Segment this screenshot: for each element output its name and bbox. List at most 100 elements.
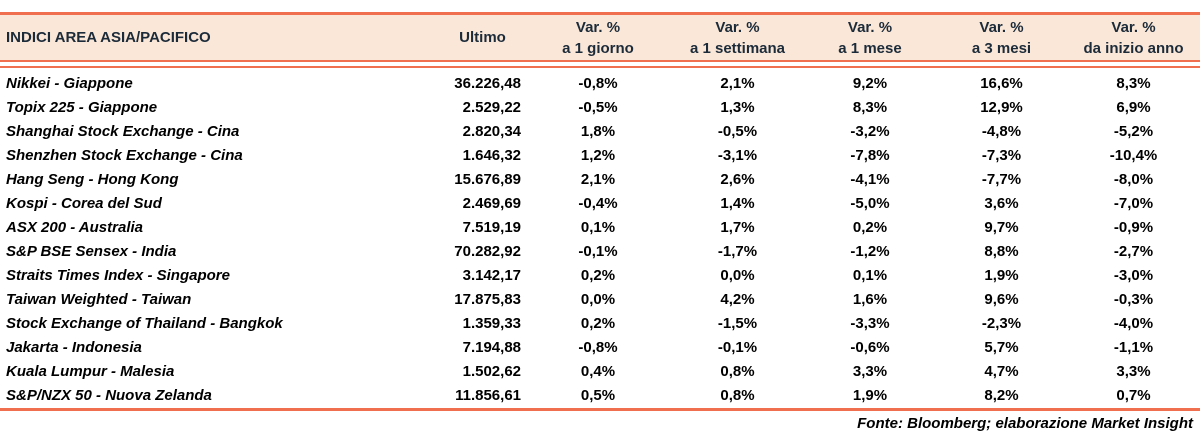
pct-change-cell: 3,6%: [984, 195, 1019, 212]
pct-change-cell: 0,0%: [720, 267, 755, 284]
var-label: Var. %: [847, 18, 893, 36]
table-row: ASX 200 - Australia 7.519,19 0,1% 1,7% 0,2% 9…: [0, 216, 1200, 240]
ultimo-value-cell: 36.226,48: [454, 75, 521, 92]
ultimo-value-cell: 2.820,34: [462, 123, 521, 140]
pct-change-cell: 12,9%: [980, 99, 1023, 116]
index-name-cell: Nikkei - Giappone: [6, 75, 133, 92]
pct-change-cell: 0,2%: [580, 315, 616, 332]
pct-change-cell: -3,3%: [850, 315, 890, 332]
pct-change-cell: 0,5%: [580, 387, 616, 404]
pct-change-cell: -1,1%: [1113, 339, 1154, 356]
pct-change-cell: 0,2%: [852, 219, 888, 236]
pct-change-cell: 9,7%: [984, 219, 1019, 236]
pct-change-cell: -5,0%: [850, 195, 890, 212]
pct-change-cell: 1,9%: [852, 387, 888, 404]
pct-change-cell: 1,2%: [580, 147, 616, 164]
pct-change-cell: 8,8%: [984, 243, 1019, 260]
pct-change-cell: -4,1%: [850, 171, 890, 188]
pct-change-cell: -8,0%: [1113, 171, 1154, 188]
index-name-cell: Shenzhen Stock Exchange - Cina: [6, 147, 243, 164]
table-row: Straits Times Index - Singapore 3.142,17 0…: [0, 264, 1200, 288]
table-title: INDICI AREA ASIA/PACIFICO: [6, 29, 211, 46]
pct-change-cell: 8,3%: [852, 99, 888, 116]
pct-change-cell: 0,1%: [852, 267, 888, 284]
index-name-cell: Kospi - Corea del Sud: [6, 195, 162, 212]
top-rule: [0, 12, 1200, 15]
index-name-cell: Straits Times Index - Singapore: [6, 267, 230, 284]
pct-change-cell: 4,7%: [984, 363, 1019, 380]
table-row: Shanghai Stock Exchange - Cina 2.820,34 1,…: [0, 120, 1200, 144]
pct-change-cell: -10,4%: [1109, 147, 1158, 164]
pct-change-cell: 8,2%: [984, 387, 1019, 404]
pct-change-cell: 0,1%: [580, 219, 616, 236]
pct-change-cell: -1,7%: [717, 243, 758, 260]
source-note: Fonte: Bloomberg; elaborazione Market In…: [857, 415, 1193, 432]
index-name-cell: Topix 225 - Giappone: [6, 99, 158, 116]
ultimo-value-cell: 1.646,32: [462, 147, 521, 164]
pct-change-cell: -0,5%: [578, 99, 618, 116]
header-bottom-rule-inner: [0, 66, 1200, 68]
pct-change-cell: 1,8%: [580, 123, 616, 140]
pct-change-cell: 1,7%: [720, 219, 755, 236]
ultimo-value-cell: 15.676,89: [454, 171, 521, 188]
index-name-cell: Shanghai Stock Exchange - Cina: [6, 123, 240, 140]
column-header-ultimo: Ultimo: [459, 29, 506, 46]
table-header: INDICI AREA ASIA/PACIFICO Ultimo Var. % …: [0, 15, 1200, 60]
pct-change-cell: 0,4%: [580, 363, 616, 380]
ultimo-value-cell: 11.856,61: [455, 387, 521, 404]
var-label: Var. %: [575, 18, 621, 36]
table-row: Nikkei - Giappone 36.226,48 -0,8% 2,1% 9,2% 1…: [0, 72, 1200, 96]
pct-change-cell: 1,9%: [984, 267, 1019, 284]
table-row: S&P BSE Sensex - India 70.282,92 -0,1% -1,7…: [0, 240, 1200, 264]
table-row: Taiwan Weighted - Taiwan 17.875,83 0,0% 4,2…: [0, 288, 1200, 312]
ultimo-value-cell: 7.519,19: [462, 219, 521, 236]
pct-change-cell: -0,1%: [717, 339, 758, 356]
table-row: Topix 225 - Giappone 2.529,22 -0,5% 1,3% 8,3…: [0, 96, 1200, 120]
pct-change-cell: -5,2%: [1113, 123, 1154, 140]
column-header-var-1-mese: Var. % a 1 mese: [804, 15, 936, 60]
pct-change-cell: -7,3%: [981, 147, 1022, 164]
pct-change-cell: 0,7%: [1116, 387, 1151, 404]
period-label: a 1 giorno: [562, 39, 634, 57]
pct-change-cell: 0,0%: [580, 291, 616, 308]
table-row: Kuala Lumpur - Malesia 1.502,62 0,4% 0,8% 3,…: [0, 360, 1200, 384]
ultimo-value-cell: 2.529,22: [462, 99, 521, 116]
bottom-rule: [0, 408, 1200, 411]
pct-change-cell: 1,4%: [720, 195, 755, 212]
pct-change-cell: -7,7%: [981, 171, 1022, 188]
table-body: Nikkei - Giappone 36.226,48 -0,8% 2,1% 9,2% 1…: [0, 72, 1200, 408]
pct-change-cell: -0,6%: [850, 339, 890, 356]
pct-change-cell: 0,8%: [720, 363, 755, 380]
pct-change-cell: 1,6%: [852, 291, 888, 308]
ultimo-value-cell: 70.282,92: [454, 243, 521, 260]
pct-change-cell: 0,8%: [720, 387, 755, 404]
pct-change-cell: -2,3%: [981, 315, 1022, 332]
header-bottom-rule-outer: [0, 60, 1200, 62]
pct-change-cell: 3,3%: [1116, 363, 1151, 380]
pct-change-cell: -1,2%: [850, 243, 890, 260]
pct-change-cell: -1,5%: [717, 315, 758, 332]
index-name-cell: Taiwan Weighted - Taiwan: [6, 291, 192, 308]
pct-change-cell: -0,4%: [578, 195, 618, 212]
table-row: Kospi - Corea del Sud 2.469,69 -0,4% 1,4% -5…: [0, 192, 1200, 216]
indices-table: Nikkei - Giappone 36.226,48 -0,8% 2,1% 9,2% 1…: [0, 72, 1200, 408]
pct-change-cell: 3,3%: [852, 363, 888, 380]
period-label: a 1 mese: [838, 39, 902, 57]
pct-change-cell: -2,7%: [1113, 243, 1154, 260]
table-row: Jakarta - Indonesia 7.194,88 -0,8% -0,1% -0,…: [0, 336, 1200, 360]
column-header-var-3-mesi: Var. % a 3 mesi: [936, 15, 1067, 60]
pct-change-cell: -3,2%: [850, 123, 890, 140]
var-label: Var. %: [1111, 18, 1156, 36]
pct-change-cell: -7,8%: [850, 147, 890, 164]
index-name-cell: ASX 200 - Australia: [6, 219, 143, 236]
column-header-var-inizio-anno: Var. % da inizio anno: [1067, 15, 1200, 60]
header-row: INDICI AREA ASIA/PACIFICO Ultimo Var. % …: [0, 15, 1200, 60]
pct-change-cell: 2,6%: [720, 171, 755, 188]
pct-change-cell: -3,0%: [1113, 267, 1154, 284]
period-label: da inizio anno: [1083, 39, 1184, 57]
pct-change-cell: -4,8%: [981, 123, 1022, 140]
pct-change-cell: -0,9%: [1113, 219, 1154, 236]
index-name-cell: S&P/NZX 50 - Nuova Zelanda: [6, 387, 212, 404]
ultimo-value-cell: 7.194,88: [462, 339, 521, 356]
pct-change-cell: 1,3%: [720, 99, 755, 116]
